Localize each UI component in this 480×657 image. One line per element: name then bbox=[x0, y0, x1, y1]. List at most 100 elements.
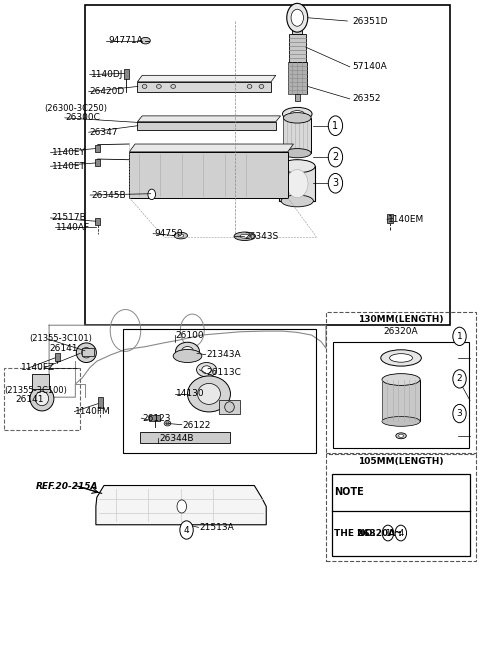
Text: 1140ET: 1140ET bbox=[51, 162, 85, 171]
Ellipse shape bbox=[181, 346, 193, 356]
Ellipse shape bbox=[141, 37, 150, 44]
Ellipse shape bbox=[287, 170, 308, 198]
Ellipse shape bbox=[35, 392, 48, 406]
Text: 1140DJ: 1140DJ bbox=[91, 70, 123, 79]
Ellipse shape bbox=[381, 350, 421, 366]
Text: REF.20-215A: REF.20-215A bbox=[36, 482, 98, 491]
Ellipse shape bbox=[198, 384, 220, 405]
FancyBboxPatch shape bbox=[96, 159, 100, 166]
Circle shape bbox=[328, 173, 343, 193]
Polygon shape bbox=[129, 152, 288, 198]
Text: NOTE: NOTE bbox=[334, 487, 364, 497]
FancyBboxPatch shape bbox=[33, 374, 49, 389]
Circle shape bbox=[382, 525, 394, 541]
Text: 105MM(LENGTH): 105MM(LENGTH) bbox=[358, 457, 444, 466]
Circle shape bbox=[328, 147, 343, 167]
Text: 1: 1 bbox=[332, 121, 338, 131]
Circle shape bbox=[148, 189, 156, 200]
Text: 57140A: 57140A bbox=[352, 62, 387, 72]
FancyBboxPatch shape bbox=[96, 145, 100, 152]
Ellipse shape bbox=[259, 85, 264, 89]
Ellipse shape bbox=[225, 402, 234, 412]
Text: 2: 2 bbox=[332, 152, 338, 162]
Ellipse shape bbox=[382, 374, 420, 386]
Polygon shape bbox=[137, 76, 276, 82]
Polygon shape bbox=[137, 116, 281, 122]
FancyBboxPatch shape bbox=[98, 397, 103, 408]
Ellipse shape bbox=[164, 420, 171, 426]
Circle shape bbox=[453, 327, 466, 346]
Circle shape bbox=[453, 370, 466, 388]
Text: 1140FM: 1140FM bbox=[75, 407, 111, 416]
Text: 26344B: 26344B bbox=[159, 434, 193, 443]
Text: 1140EM: 1140EM bbox=[388, 215, 424, 224]
Text: 4: 4 bbox=[398, 528, 404, 537]
Ellipse shape bbox=[176, 342, 199, 361]
Text: 1: 1 bbox=[456, 332, 462, 341]
Ellipse shape bbox=[396, 433, 406, 439]
Ellipse shape bbox=[156, 85, 161, 89]
Text: 14130: 14130 bbox=[176, 390, 204, 398]
Ellipse shape bbox=[173, 350, 202, 363]
Text: 94750: 94750 bbox=[154, 229, 183, 238]
Circle shape bbox=[395, 525, 407, 541]
Ellipse shape bbox=[166, 422, 169, 424]
Ellipse shape bbox=[282, 107, 312, 120]
Text: 3: 3 bbox=[332, 178, 338, 189]
FancyBboxPatch shape bbox=[124, 69, 129, 79]
FancyBboxPatch shape bbox=[387, 214, 393, 223]
Text: 94771A: 94771A bbox=[109, 36, 144, 45]
FancyBboxPatch shape bbox=[140, 432, 230, 443]
FancyBboxPatch shape bbox=[82, 348, 95, 356]
Ellipse shape bbox=[296, 161, 299, 164]
Text: 26347: 26347 bbox=[90, 127, 118, 137]
Circle shape bbox=[291, 9, 303, 26]
Text: 2: 2 bbox=[456, 374, 462, 384]
Ellipse shape bbox=[293, 160, 301, 165]
FancyBboxPatch shape bbox=[288, 62, 307, 95]
FancyBboxPatch shape bbox=[218, 401, 240, 413]
Ellipse shape bbox=[142, 85, 147, 89]
Text: ~: ~ bbox=[394, 528, 402, 538]
Ellipse shape bbox=[234, 232, 255, 240]
Ellipse shape bbox=[76, 343, 96, 363]
Circle shape bbox=[177, 500, 187, 513]
Text: 1140AF: 1140AF bbox=[56, 223, 90, 232]
Text: 1: 1 bbox=[385, 528, 391, 537]
Text: 26113C: 26113C bbox=[206, 369, 241, 378]
Text: 130MM(LENGTH): 130MM(LENGTH) bbox=[358, 315, 444, 325]
Text: 26122: 26122 bbox=[183, 421, 211, 430]
Circle shape bbox=[328, 116, 343, 135]
FancyBboxPatch shape bbox=[283, 118, 311, 153]
Text: 1140EY: 1140EY bbox=[51, 148, 85, 157]
Circle shape bbox=[287, 3, 308, 32]
Text: 26123: 26123 bbox=[142, 414, 171, 422]
Ellipse shape bbox=[178, 234, 184, 237]
Text: 21513A: 21513A bbox=[199, 523, 234, 532]
Ellipse shape bbox=[290, 110, 304, 117]
Ellipse shape bbox=[171, 85, 176, 89]
Text: (21355-3C100): (21355-3C100) bbox=[4, 386, 67, 395]
Text: 26345B: 26345B bbox=[91, 191, 126, 200]
Text: (26300-3C250): (26300-3C250) bbox=[44, 104, 108, 113]
Text: 26141: 26141 bbox=[16, 396, 44, 404]
Ellipse shape bbox=[30, 386, 54, 411]
Text: 21343A: 21343A bbox=[206, 350, 241, 359]
Ellipse shape bbox=[283, 148, 311, 158]
Text: 4: 4 bbox=[184, 526, 190, 535]
Ellipse shape bbox=[382, 417, 420, 426]
Ellipse shape bbox=[279, 160, 315, 173]
Text: 3: 3 bbox=[456, 409, 462, 418]
Ellipse shape bbox=[202, 366, 211, 374]
Text: 26351D: 26351D bbox=[352, 16, 388, 26]
Polygon shape bbox=[96, 486, 266, 525]
Text: 26420D: 26420D bbox=[90, 87, 125, 96]
Ellipse shape bbox=[174, 233, 188, 239]
Text: 26300C: 26300C bbox=[66, 114, 101, 122]
Ellipse shape bbox=[82, 348, 91, 358]
FancyBboxPatch shape bbox=[292, 24, 302, 34]
FancyBboxPatch shape bbox=[295, 95, 300, 101]
FancyBboxPatch shape bbox=[149, 415, 160, 421]
Polygon shape bbox=[129, 144, 293, 152]
Ellipse shape bbox=[188, 376, 230, 412]
